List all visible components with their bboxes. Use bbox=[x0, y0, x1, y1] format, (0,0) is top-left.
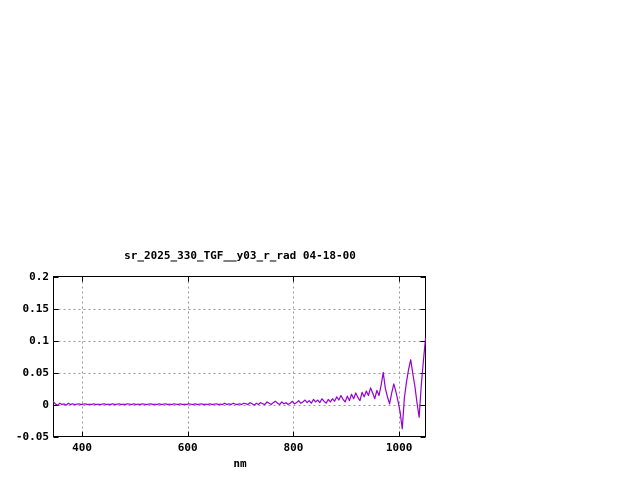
grid-layer bbox=[53, 276, 426, 437]
data-line-0 bbox=[52, 337, 427, 430]
y-tick-label: 0 bbox=[42, 397, 49, 411]
x-tick-label: 400 bbox=[72, 441, 92, 454]
y-tick-label: 0.15 bbox=[22, 301, 50, 315]
y-tick-label: 0.2 bbox=[29, 269, 49, 283]
x-axis-label: nm bbox=[233, 457, 247, 470]
y-tick-label: -0.05 bbox=[15, 429, 49, 443]
x-tick-label: 600 bbox=[177, 441, 198, 454]
tick-marks-layer bbox=[53, 276, 426, 438]
x-tick-label: 800 bbox=[283, 441, 304, 454]
y-tick-label: 0.05 bbox=[22, 365, 50, 379]
x-tick-label: 1000 bbox=[385, 441, 413, 454]
y-tick-label: 0.1 bbox=[29, 333, 49, 347]
plot-frame bbox=[53, 276, 426, 437]
data-series-layer bbox=[52, 337, 427, 430]
chart-title: sr_2025_330_TGF__y03_r_rad 04-18-00 bbox=[124, 249, 356, 262]
